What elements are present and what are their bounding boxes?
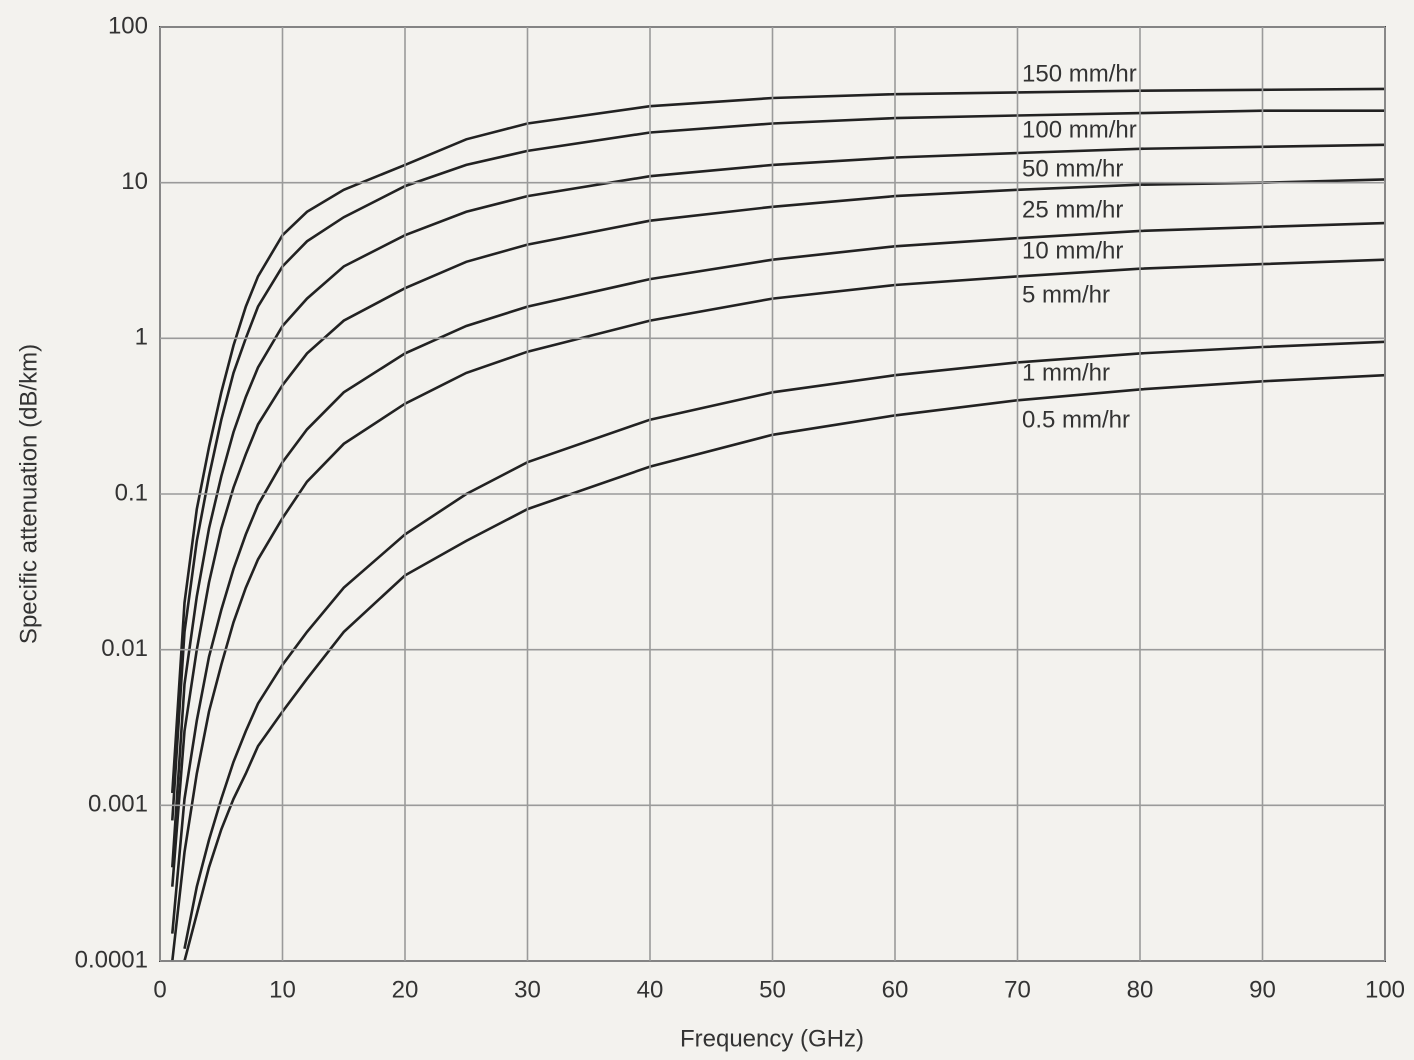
- series-label: 150 mm/hr: [1022, 60, 1137, 87]
- x-tick-label: 40: [637, 976, 664, 1003]
- series-label: 10 mm/hr: [1022, 237, 1123, 264]
- y-tick-label: 0.0001: [75, 946, 148, 973]
- series-line: [183, 340, 1385, 949]
- x-tick-label: 80: [1127, 976, 1154, 1003]
- y-tick-label: 10: [121, 168, 148, 195]
- series-line: [171, 178, 1385, 887]
- series-label: 5 mm/hr: [1022, 281, 1110, 308]
- curves: [171, 87, 1385, 961]
- series-line: [183, 373, 1385, 961]
- x-tick-label: 20: [392, 976, 419, 1003]
- x-tick-label: 100: [1365, 976, 1405, 1003]
- series-label: 50 mm/hr: [1022, 155, 1123, 182]
- series-line: [171, 143, 1385, 868]
- series-line: [171, 109, 1385, 821]
- series-label: 25 mm/hr: [1022, 196, 1123, 223]
- y-tick-label: 100: [108, 12, 148, 39]
- y-tick-label: 0.01: [101, 635, 148, 662]
- series-label: 1 mm/hr: [1022, 359, 1110, 386]
- x-tick-label: 60: [882, 976, 909, 1003]
- x-tick-label: 70: [1004, 976, 1031, 1003]
- series-label: 0.5 mm/hr: [1022, 406, 1130, 433]
- x-tick-label: 30: [514, 976, 541, 1003]
- series-label: 100 mm/hr: [1022, 116, 1137, 143]
- y-tick-label: 0.001: [88, 791, 148, 818]
- x-tick-label: 10: [269, 976, 296, 1003]
- y-axis-label: Specific attenuation (dB/km): [15, 344, 42, 644]
- series-line: [171, 258, 1385, 961]
- x-axis-label: Frequency (GHz): [680, 1025, 864, 1052]
- y-tick-label: 1: [135, 324, 148, 351]
- series-line: [171, 221, 1385, 934]
- series-line: [171, 87, 1385, 794]
- y-tick-label: 0.1: [115, 479, 148, 506]
- x-tick-label: 90: [1249, 976, 1276, 1003]
- x-tick-label: 0: [153, 976, 166, 1003]
- x-tick-label: 50: [759, 976, 786, 1003]
